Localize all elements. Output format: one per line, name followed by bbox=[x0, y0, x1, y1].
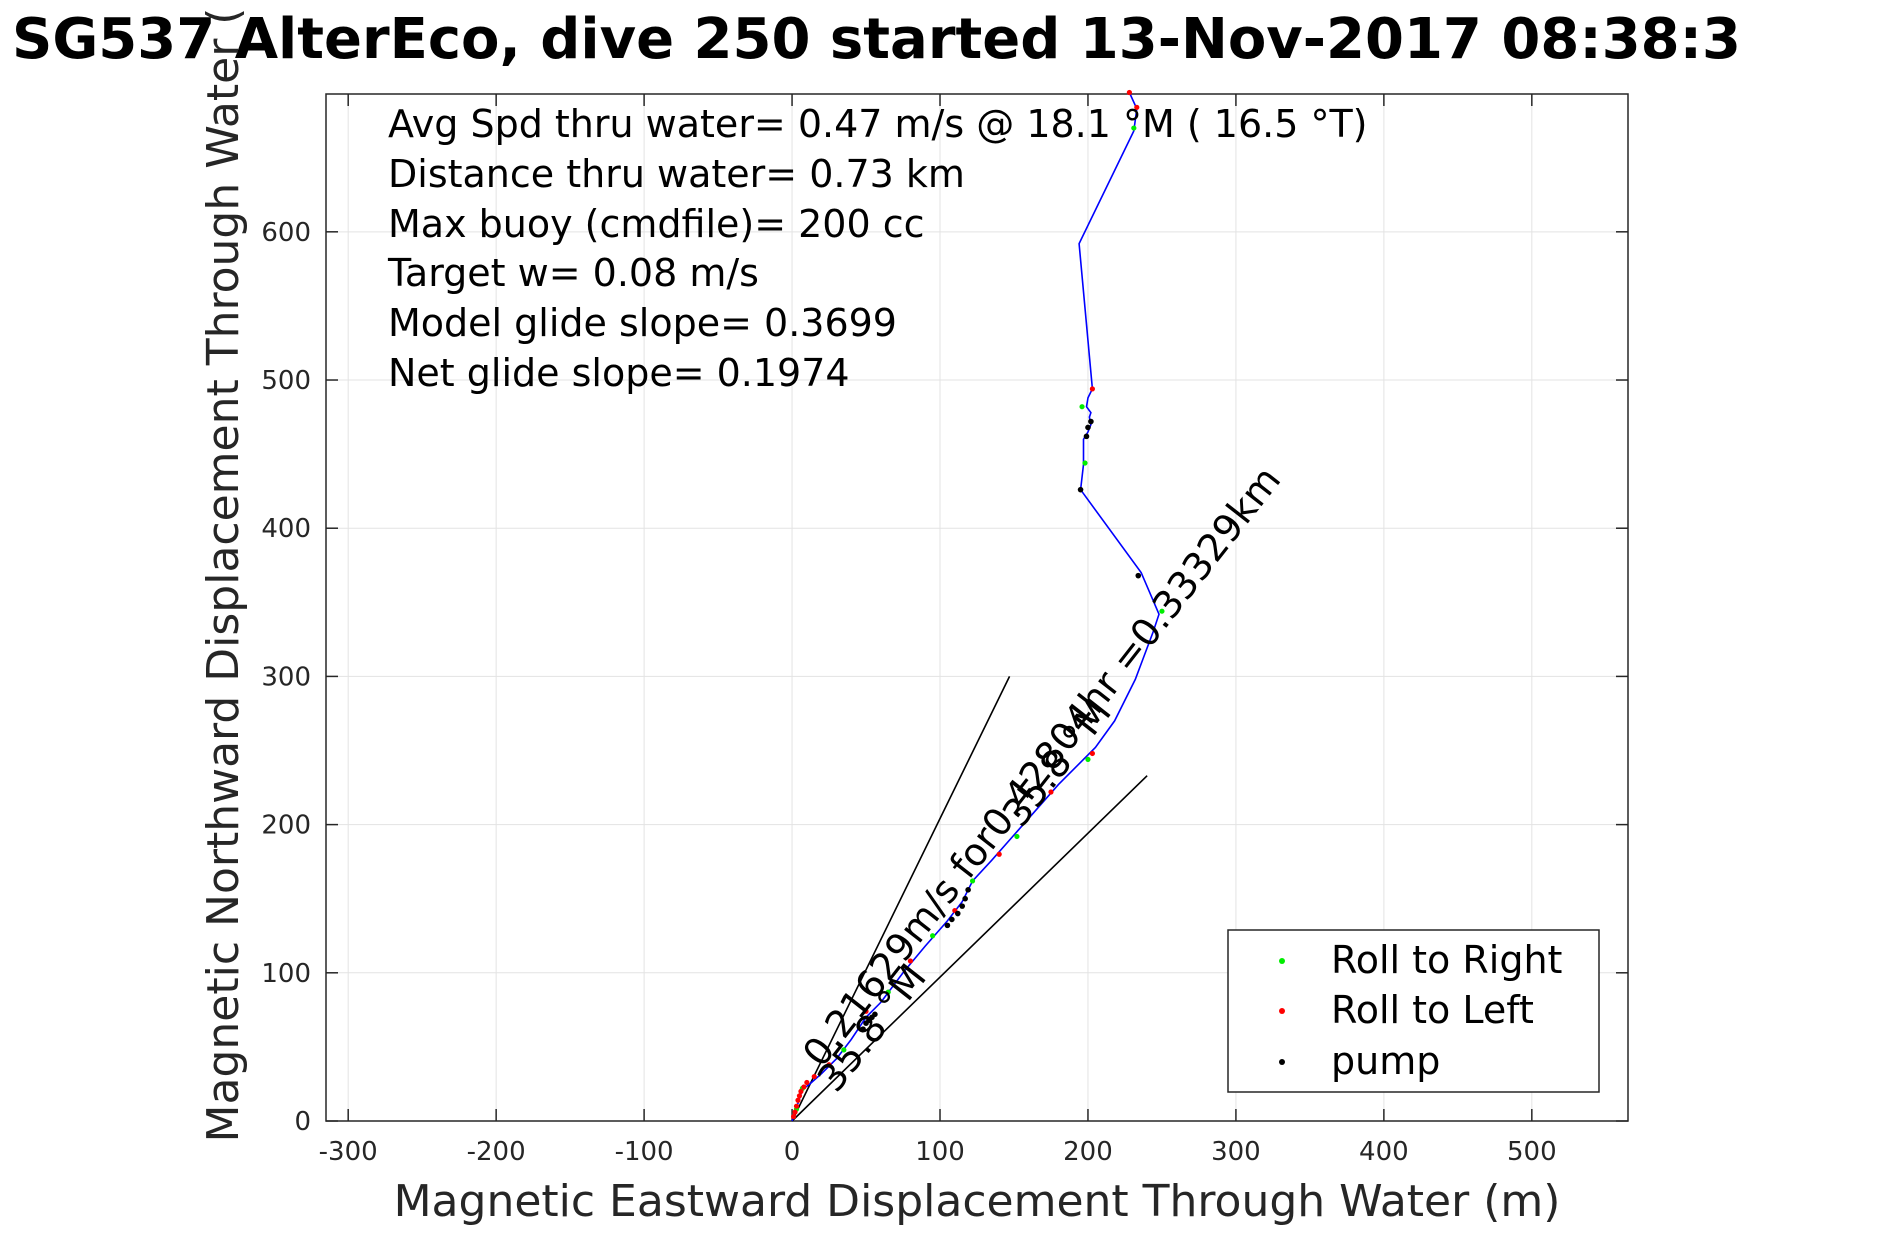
legend-marker-pump bbox=[1279, 1059, 1285, 1065]
x-tick-label: 100 bbox=[915, 1137, 965, 1167]
roll-to-left-point bbox=[793, 1103, 800, 1109]
pump-point bbox=[954, 910, 961, 917]
pump-point bbox=[949, 916, 955, 923]
y-tick-label: 0 bbox=[294, 1107, 311, 1137]
pump-point bbox=[1085, 424, 1091, 431]
roll-to-left-point bbox=[795, 1097, 801, 1103]
roll-to-right-point bbox=[969, 878, 976, 884]
roll-to-left-point bbox=[798, 1088, 804, 1094]
roll-to-right-point bbox=[1014, 833, 1020, 840]
plot-area bbox=[325, 93, 1629, 1122]
x-tick-label: -100 bbox=[615, 1137, 674, 1167]
x-tick-label: 300 bbox=[1211, 1137, 1261, 1167]
annotation-model-glide-slope: Model glide slope= 0.3699 bbox=[388, 301, 897, 345]
y-tick-label: 100 bbox=[261, 959, 311, 989]
track-polyline bbox=[791, 92, 1160, 1122]
annotation-target-w: Target w= 0.08 m/s bbox=[387, 251, 759, 295]
y-tick-label: 500 bbox=[261, 366, 311, 396]
y-tick-label: 600 bbox=[261, 218, 311, 248]
y-axis-label: Magnetic Northward Displacement Through … bbox=[198, 8, 249, 1143]
x-axis-label: Magnetic Eastward Displacement Through W… bbox=[394, 1176, 1561, 1227]
wedge-lines bbox=[791, 676, 1148, 1122]
roll-to-left-point bbox=[907, 958, 914, 964]
roll-to-left-point bbox=[792, 1109, 798, 1115]
pump-point bbox=[965, 887, 971, 893]
roll-to-left-point bbox=[804, 1079, 810, 1086]
y-tick-label: 200 bbox=[261, 811, 311, 841]
legend-label-pump: pump bbox=[1331, 1039, 1440, 1083]
pump-point bbox=[959, 903, 966, 909]
pump-point bbox=[1135, 572, 1142, 579]
roll-to-left-point bbox=[1089, 386, 1096, 392]
roll-to-left-point bbox=[996, 851, 1002, 857]
roll-to-right-point bbox=[885, 989, 891, 995]
pump-point bbox=[962, 895, 968, 902]
wedge-line-2 bbox=[791, 775, 1148, 1122]
pump-point bbox=[1077, 486, 1084, 493]
legend-label-roll-to-left: Roll to Left bbox=[1331, 988, 1534, 1032]
roll-to-right-point bbox=[1159, 608, 1165, 614]
legend-label-roll-to-right: Roll to Right bbox=[1331, 938, 1562, 982]
legend-box bbox=[1227, 929, 1600, 1093]
roll-to-right-point bbox=[1079, 404, 1085, 410]
roll-to-right-point bbox=[841, 1047, 847, 1053]
roll-to-left-point bbox=[1089, 750, 1096, 757]
pump-point bbox=[944, 922, 951, 929]
annotation-max-buoy: Max buoy (cmdfile)= 200 cc bbox=[388, 202, 925, 246]
roll-to-right-point bbox=[1131, 125, 1137, 131]
pump-point bbox=[1088, 418, 1094, 425]
x-tick-label: 400 bbox=[1359, 1137, 1409, 1167]
legend-marker-roll-to-left bbox=[1279, 1008, 1285, 1014]
roll-to-right-point bbox=[930, 933, 936, 939]
track-line bbox=[791, 92, 1160, 1122]
roll-to-left-point bbox=[790, 1113, 797, 1120]
track-points bbox=[790, 89, 1165, 1120]
roll-to-left-point bbox=[1134, 104, 1140, 110]
pump-point bbox=[1083, 433, 1090, 440]
pump-point bbox=[860, 1026, 866, 1032]
annotation-net-glide-slope: Net glide slope= 0.1974 bbox=[388, 351, 850, 395]
annotation-avg-speed: Avg Spd thru water= 0.47 m/s @ 18.1 °M (… bbox=[388, 102, 1368, 146]
annotation-block: Avg Spd thru water= 0.47 m/s @ 18.1 °M (… bbox=[387, 102, 1368, 395]
x-tick-label: -300 bbox=[319, 1137, 378, 1167]
x-tick-label: -200 bbox=[467, 1137, 526, 1167]
roll-to-left-point bbox=[863, 1008, 869, 1014]
roll-to-right-point bbox=[1085, 756, 1091, 763]
roll-to-left-point bbox=[811, 1073, 817, 1080]
legend-marker-roll-to-right bbox=[1279, 958, 1285, 964]
chart-title: SG537 AlterEco, dive 250 started 13-Nov-… bbox=[12, 7, 1741, 72]
legend: Roll to Right Roll to Left pump bbox=[1227, 929, 1600, 1093]
pump-point bbox=[872, 1011, 878, 1018]
roll-to-right-point bbox=[1082, 460, 1088, 466]
roll-to-left-point bbox=[801, 1084, 807, 1090]
roll-to-left-point bbox=[796, 1093, 803, 1099]
annotation-distance: Distance thru water= 0.73 km bbox=[388, 152, 965, 196]
x-tick-label: 500 bbox=[1507, 1137, 1557, 1167]
roll-to-left-point bbox=[1048, 789, 1054, 795]
x-tick-label: 0 bbox=[784, 1137, 801, 1167]
roll-to-left-point bbox=[1126, 89, 1132, 96]
roll-to-left-point bbox=[826, 1062, 832, 1068]
x-tick-label: 200 bbox=[1063, 1137, 1113, 1167]
y-tick-label: 300 bbox=[261, 662, 311, 692]
y-tick-label: 400 bbox=[261, 514, 311, 544]
wedge-line-1 bbox=[791, 676, 1011, 1122]
axis-ticks: -300 -200 -100 0 100 200 300 400 500 0 100 200 300 40… bbox=[261, 94, 1628, 1167]
